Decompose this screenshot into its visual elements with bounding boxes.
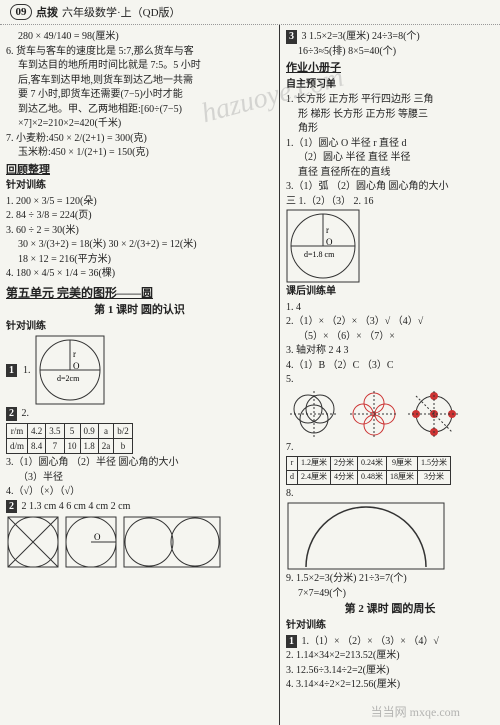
- dx-title-2: 针对训练: [6, 320, 273, 334]
- q6-6: ×7]×2=210×2=420(千米): [6, 117, 273, 131]
- page-header: 09 点拨 六年级数学·上（QD版）: [0, 0, 500, 25]
- r3b: 30 × 3/(3+2) = 18(米) 30 × 2/(3+2) = 12(米…: [6, 238, 273, 252]
- q6-4: 要 7 小时,即货车还需要(7−5)小时才能: [6, 88, 273, 102]
- r-q3-num: 3: [286, 30, 297, 44]
- r4: 4. 180 × 4/5 × 1/4 = 36(棵): [6, 267, 273, 281]
- p2a: 1.（1）圆心 O 半径 r 直径 d: [286, 137, 494, 151]
- q7-1: 7. 小麦粉:450 × 2/(2+1) = 300(克): [6, 132, 273, 146]
- table-2: r/m4.23.550.9ab/2 d/m8.47101.82ab: [6, 423, 133, 454]
- svg-text:O: O: [73, 361, 80, 371]
- svg-text:r: r: [326, 225, 329, 235]
- q5-num: 2: [6, 500, 17, 514]
- q1-num: 1: [6, 364, 17, 378]
- q6-1: 6. 货车与客车的速度比是 5:7,那么货车与客: [6, 45, 273, 59]
- lesson2-title: 第 2 课时 圆的周长: [286, 602, 494, 617]
- circle-figure-1: r O d=2cm: [35, 335, 105, 405]
- p3a: 3.（1）弧 （2）圆心角 圆心角的大小: [286, 180, 494, 194]
- r3a: 3. 60 ÷ 2 = 30(米): [6, 224, 273, 238]
- q7-2: 玉米粉:450 × 1/(2+1) = 150(克): [6, 146, 273, 160]
- train-title: 课后训练单: [286, 285, 494, 299]
- square-diag-circle: [6, 515, 60, 569]
- r1: 3 1.5×2=3(厘米) 24÷3=8(个): [302, 31, 420, 42]
- q3b: （3）半径: [6, 471, 273, 485]
- q5: 2 1.3 cm 4 6 cm 4 cm 2 cm: [22, 501, 131, 512]
- l2-3: 3. 12.56÷3.14÷2=2(厘米): [286, 664, 494, 678]
- q6-5: 到达乙地。甲、乙两地相距:[60÷(7−5): [6, 103, 273, 117]
- semicircle-rect: [286, 501, 446, 571]
- flower-4: [346, 389, 402, 439]
- brand: 点拨: [36, 4, 58, 20]
- venn-3: [286, 389, 342, 439]
- ring-dots: [406, 389, 462, 439]
- r3c: 18 × 12 = 216(平方米): [6, 253, 273, 267]
- preview-title: 自主预习单: [286, 78, 494, 92]
- p2c: 直径 直径所在的直线: [286, 166, 494, 180]
- lesson1-title: 第 1 课时 圆的认识: [6, 303, 273, 318]
- r1: 1. 200 × 3/5 = 120(朵): [6, 195, 273, 209]
- p2b: （2）圆心 半径 直径 半径: [286, 151, 494, 165]
- circle-figure-right: r O d=1.8 cm: [286, 209, 360, 283]
- unit5-title: 第五单元 完美的图形——圆: [6, 285, 273, 301]
- q7-label: 7.: [286, 441, 494, 455]
- q1-label: 1.: [23, 364, 31, 378]
- t3: 3. 轴对称 2 4 3: [286, 344, 494, 358]
- eq-line: 280 × 49/140 = 98(厘米): [6, 30, 273, 44]
- q5-label: 5.: [286, 373, 494, 387]
- q4: 4.（√）（×）（√）: [6, 485, 273, 499]
- p1a: 1. 长方形 正方形 平行四边形 三角: [286, 93, 494, 107]
- p1b: 形 梯形 长方形 正方形 等腰三: [286, 108, 494, 122]
- q8-label: 8.: [286, 487, 494, 501]
- dx-title: 针对训练: [6, 179, 273, 193]
- t2b: （5）× （6）× （7）×: [286, 330, 494, 344]
- left-column: 280 × 49/140 = 98(厘米) 6. 货车与客车的速度比是 5:7,…: [0, 25, 280, 725]
- l2-1: 1.（1）× （2）× （3）× （4）√: [302, 636, 439, 647]
- t4: 4.（1）B （2）C （3）C: [286, 359, 494, 373]
- l2-4: 4. 3.14×4÷2×2=12.56(厘米): [286, 678, 494, 692]
- review-title: 回顾整理: [6, 163, 273, 178]
- q6-3: 后,客车到达甲地,则货车到达乙地一共需: [6, 74, 273, 88]
- header-title: 六年级数学·上（QD版）: [62, 4, 181, 20]
- square-inscribed-circle: O: [64, 515, 118, 569]
- bottom-watermark: 当当网 mxqe.com: [371, 703, 460, 720]
- p1c: 角形: [286, 122, 494, 136]
- svg-text:d=2cm: d=2cm: [57, 374, 80, 383]
- venn-row: [286, 389, 494, 439]
- svg-text:O: O: [94, 532, 101, 542]
- page-number: 09: [10, 4, 32, 20]
- svg-text:d=1.8 cm: d=1.8 cm: [304, 250, 335, 259]
- q9b: 7×7=49(个): [286, 587, 494, 601]
- table-7: r1.2厘米2分米0.24米9厘米1.5分米 d2.4厘米4分米0.48米18厘…: [286, 456, 451, 485]
- square-two-circles: [122, 515, 222, 569]
- q6-2: 车到达目的地所用时间比就是 7:5。5 小时: [6, 59, 273, 73]
- r2: 16÷3≈5(排) 8×5=40(个): [286, 45, 494, 59]
- q3: 3.（1）圆心角 （2）半径 圆心角的大小: [6, 456, 273, 470]
- q2-num: 2: [6, 407, 17, 421]
- svg-text:r: r: [73, 349, 76, 359]
- right-column: 3 3 1.5×2=3(厘米) 24÷3=8(个) 16÷3≈5(排) 8×5=…: [280, 25, 500, 725]
- booklet-title: 作业小册子: [286, 61, 494, 76]
- t1: 1. 4: [286, 301, 494, 315]
- dx2: 针对训练: [286, 619, 494, 633]
- p3b: 三 1.（2）（3） 2. 16: [286, 195, 494, 209]
- l2-q1-num: 1: [286, 635, 297, 649]
- q9: 9. 1.5×2=3(分米) 21÷3=7(个): [286, 572, 494, 586]
- t2: 2.（1）× （2）× （3）√ （4）√: [286, 315, 494, 329]
- l2-2: 2. 1.14×34×2=213.52(厘米): [286, 649, 494, 663]
- svg-text:O: O: [326, 237, 333, 247]
- r2: 2. 84 ÷ 3/8 = 224(页): [6, 209, 273, 223]
- figure-row-bottom: O: [6, 515, 273, 569]
